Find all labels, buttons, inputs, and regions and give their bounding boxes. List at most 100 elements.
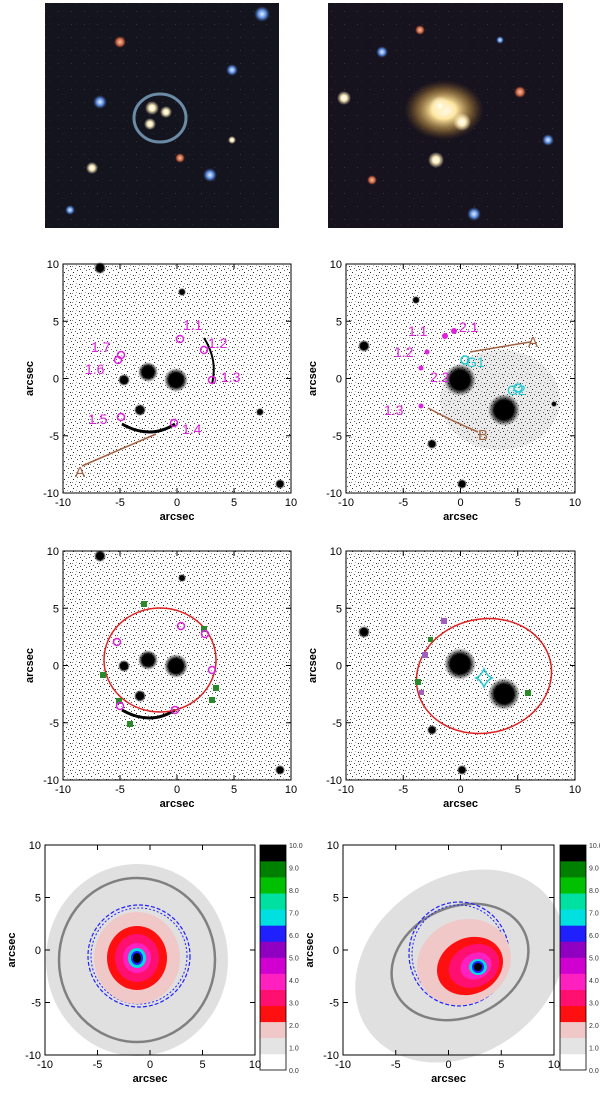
colorbar-swatch xyxy=(260,861,286,878)
axes-panel-6: -10-10 -5 -5 0 0 5 5 10 10 arcsec arcsec xyxy=(304,840,560,1085)
x-tick-label: 5 xyxy=(515,784,521,796)
colorbar-tick-label: 9.0 xyxy=(589,866,599,873)
y-tick-label: -10 xyxy=(43,488,59,500)
panel-row2-right xyxy=(345,263,576,494)
colorbar-tick-label: 5.0 xyxy=(589,956,599,963)
x-tick-label: -10 xyxy=(55,784,71,796)
colorbar-swatch xyxy=(560,1005,586,1023)
galaxy-label-g2: G2 xyxy=(507,382,526,398)
label-1-3: 1.3 xyxy=(221,369,241,385)
colorbar-tick-label: 3.0 xyxy=(589,1001,599,1008)
label-2-1: 2.1 xyxy=(459,319,479,335)
colorbar-tick-label: 4.0 xyxy=(289,978,299,985)
colorbar-swatch xyxy=(560,989,586,1007)
colorbar-tick-label: 10.0 xyxy=(289,843,303,850)
label-1-7: 1.7 xyxy=(91,339,111,355)
axes-panel-2: -10-10 -5 -5 0 0 5 5 10 10 arcsec arcsec xyxy=(307,259,581,523)
y-tick-label: 0 xyxy=(53,374,59,386)
x-tick-label: 0 xyxy=(457,497,463,509)
y-tick-label: 10 xyxy=(47,259,59,271)
colorbar-swatch xyxy=(560,1021,586,1039)
colorbar-tick-label: 10.0 xyxy=(589,843,600,850)
y-axis-label: arcsec xyxy=(24,361,36,396)
colorbar-swatch xyxy=(260,845,286,862)
colorbar-tick-label: 7.0 xyxy=(289,911,299,918)
x-tick-label: 0 xyxy=(174,784,180,796)
x-tick-label: -10 xyxy=(335,1059,351,1071)
colorbar-swatch xyxy=(560,893,586,910)
colorbar-swatch xyxy=(260,925,286,942)
model-map-right xyxy=(342,844,565,1063)
y-tick-label: 10 xyxy=(330,546,342,558)
colorbar-swatch xyxy=(260,1053,286,1071)
colorbar-tick-label: 4.0 xyxy=(589,978,599,985)
x-tick-label: 0 xyxy=(457,784,463,796)
image-labels-row2-left: 1.1 1.2 1.3 1.4 1.5 1.6 1.7 A xyxy=(75,317,241,481)
x-tick-label: 10 xyxy=(569,497,581,509)
arc-label-a: A xyxy=(75,464,85,481)
x-tick-label: -10 xyxy=(338,497,354,509)
x-tick-label: -10 xyxy=(338,784,354,796)
y-axis-label: arcsec xyxy=(307,361,319,396)
y-tick-label: -5 xyxy=(332,431,342,443)
y-tick-label: -5 xyxy=(332,718,342,730)
y-tick-label: -10 xyxy=(25,1050,41,1062)
y-tick-label: -10 xyxy=(323,1050,339,1062)
axes-panel-3: -10-10 -5 -5 0 0 5 5 10 10 arcsec arcsec xyxy=(24,546,297,810)
axes: -10-10-5-500551010arcsecarcsec-10-10-5-5… xyxy=(6,259,581,1085)
y-tick-label: -5 xyxy=(49,431,59,443)
colorbar-tick-label: 2.0 xyxy=(589,1023,599,1030)
axes-panel-1: -10-10 -5 -5 0 0 5 5 10 10 arcsec arcsec xyxy=(24,259,297,523)
colorbar-swatch xyxy=(560,909,586,926)
y-axis-label: arcsec xyxy=(24,648,36,683)
label-1-5: 1.5 xyxy=(88,411,108,427)
y-tick-label: -10 xyxy=(326,775,342,787)
y-tick-label: 5 xyxy=(35,893,41,905)
colorbar-tick-label: 0.0 xyxy=(589,1068,599,1075)
panel-row3-left xyxy=(62,550,292,781)
axes-panel-4: -10-10 -5 -5 0 0 5 5 10 10 arcsec arcsec xyxy=(307,546,581,810)
x-tick-label: -10 xyxy=(55,497,71,509)
colorbar-swatch xyxy=(260,941,286,958)
colorbar-swatch xyxy=(260,877,286,894)
x-tick-label: 0 xyxy=(445,1059,451,1071)
colorbar-swatch xyxy=(560,1037,586,1055)
colorbar-tick-label: 3.0 xyxy=(289,1001,299,1008)
x-tick-label: -5 xyxy=(115,497,125,509)
y-tick-label: -5 xyxy=(49,718,59,730)
colorbar-swatch xyxy=(560,973,586,990)
colorbar-right: 0.0 1.0 2.0 3.0 4.0 5.0 6.0 7.0 8.0 9.0 10.0 xyxy=(559,843,600,1075)
x-tick-label: 5 xyxy=(231,497,237,509)
colorbar-tick-label: 6.0 xyxy=(589,933,599,940)
colorbar-swatch xyxy=(560,877,586,894)
label-1-1: 1.1 xyxy=(408,323,428,339)
label-1-2: 1.2 xyxy=(208,335,228,351)
y-tick-label: 5 xyxy=(53,316,59,328)
y-tick-label: -10 xyxy=(326,488,342,500)
x-tick-label: 5 xyxy=(515,497,521,509)
colorbar-frame xyxy=(559,844,587,1071)
y-tick-label: 5 xyxy=(53,603,59,615)
colorbar-tick-label: 0.0 xyxy=(289,1068,299,1075)
arc-label-b: B xyxy=(478,427,488,444)
x-axis-label: arcsec xyxy=(160,511,195,523)
colorbar-swatch xyxy=(260,1005,286,1023)
x-tick-label: 10 xyxy=(569,784,581,796)
colorbar-swatch xyxy=(260,1021,286,1039)
x-tick-label: -5 xyxy=(391,1059,401,1071)
image-labels-row2-right: 1.1 2.1 1.2 2.2 1.3 G1 G2 A B xyxy=(384,319,538,444)
colorbar-swatch xyxy=(560,957,586,974)
y-tick-label: -5 xyxy=(31,998,41,1010)
colorbar-swatch xyxy=(560,845,586,862)
colorbar-swatch xyxy=(560,861,586,878)
y-axis-label: arcsec xyxy=(307,648,319,683)
colorbar-swatch xyxy=(260,909,286,926)
colorbar-swatch xyxy=(260,957,286,974)
x-tick-label: 5 xyxy=(498,1059,504,1071)
x-tick-label: -10 xyxy=(37,1059,53,1071)
colorbar-frame xyxy=(259,844,287,1071)
y-tick-label: 10 xyxy=(327,840,339,852)
label-1-1: 1.1 xyxy=(183,317,203,333)
panel-row3-right xyxy=(345,550,576,781)
label-1-3: 1.3 xyxy=(384,402,404,418)
